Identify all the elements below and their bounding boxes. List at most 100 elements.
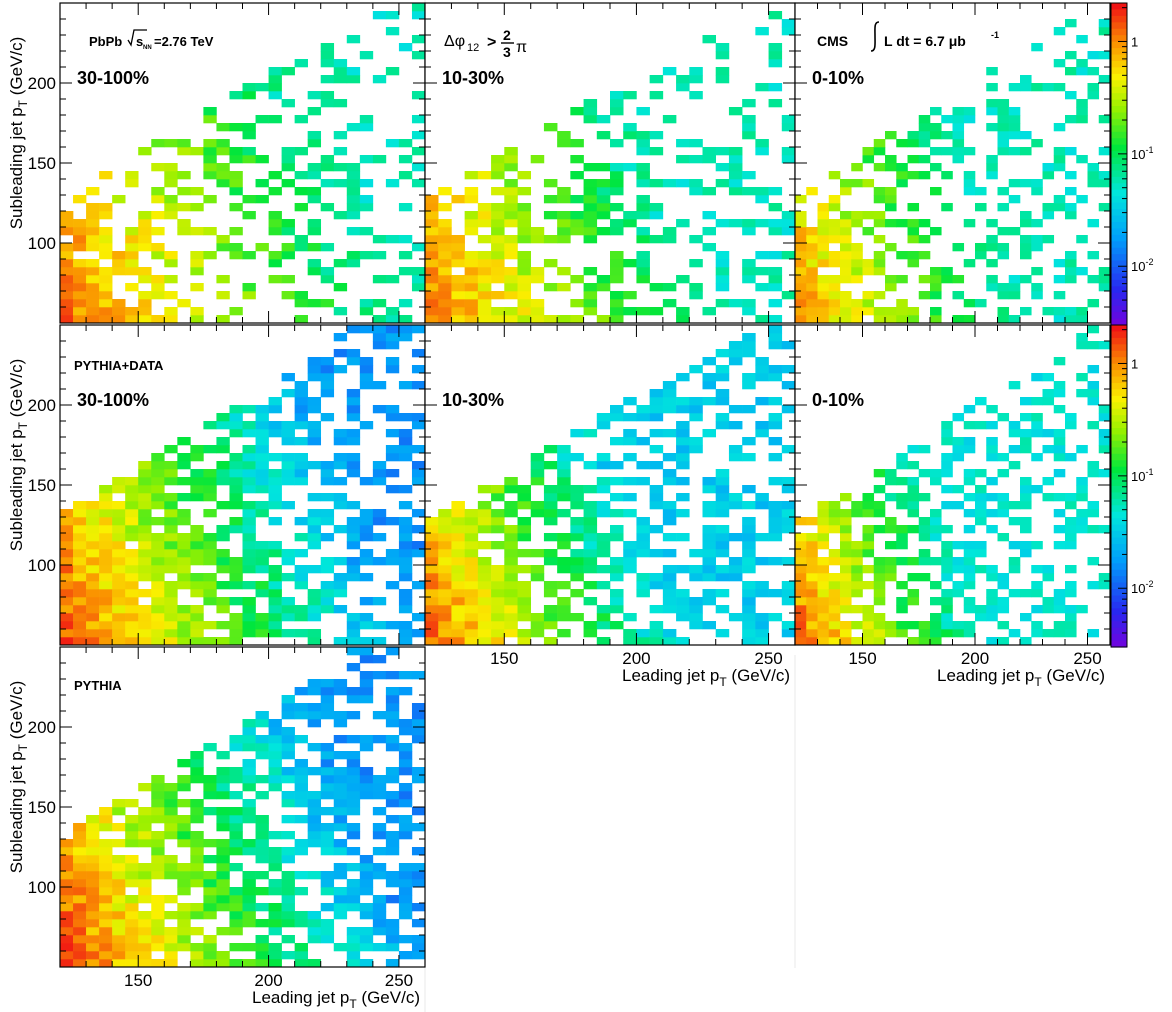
heatmap-cell — [742, 373, 756, 382]
heatmap-cell — [817, 259, 830, 268]
heatmap-cell — [543, 533, 558, 542]
heatmap-cell — [164, 461, 178, 470]
heatmap-cell — [164, 557, 178, 566]
colorbar-segment — [1111, 589, 1127, 597]
heatmap-cell — [255, 485, 269, 494]
heatmap-cell — [255, 541, 269, 550]
heatmap-cell — [1031, 235, 1043, 244]
heatmap-cell — [557, 131, 571, 140]
heatmap-cell — [781, 291, 796, 300]
heatmap-cell — [862, 533, 875, 542]
heatmap-cell — [851, 565, 863, 574]
heatmap-cell — [425, 219, 439, 228]
heatmap-cell — [177, 541, 191, 550]
heatmap-cell — [333, 75, 348, 84]
heatmap-cell — [491, 235, 505, 244]
heatmap-cell — [963, 605, 976, 614]
heatmap-cell — [451, 605, 465, 614]
heatmap-cell — [1053, 123, 1066, 132]
heatmap-cell — [242, 155, 256, 164]
heatmap-cell — [768, 589, 783, 598]
heatmap-cell — [164, 171, 178, 180]
heatmap-cell — [649, 573, 664, 582]
heatmap-cell — [828, 171, 841, 180]
heatmap-cell — [997, 107, 1010, 116]
heatmap-cell — [817, 299, 830, 308]
heatmap-cell — [229, 429, 243, 438]
heatmap-cell — [610, 267, 624, 276]
heatmap-cell — [742, 525, 756, 534]
heatmap-cell — [1020, 429, 1032, 438]
heatmap-cell — [268, 943, 282, 952]
heatmap-cell — [583, 219, 598, 228]
heatmap-cell — [438, 541, 452, 550]
lumi-label: L dt = 6.7 μb — [884, 33, 966, 49]
heatmap-cell — [997, 469, 1010, 478]
heatmap-cell — [997, 291, 1010, 300]
heatmap-cell — [346, 413, 361, 422]
heatmap-cell — [320, 509, 335, 518]
heatmap-cell — [1087, 67, 1100, 76]
heatmap-cell — [543, 509, 558, 518]
heatmap-cell — [817, 219, 830, 228]
heatmap-cell — [997, 243, 1010, 252]
heatmap-cell — [702, 155, 717, 164]
heatmap-cell — [873, 139, 886, 148]
heatmap-cell — [907, 251, 920, 260]
heatmap-cell — [99, 629, 113, 638]
heatmap-cell — [963, 421, 976, 430]
heatmap-cell — [242, 405, 256, 414]
heatmap-cell — [918, 445, 931, 454]
heatmap-cell — [907, 235, 920, 244]
heatmap-cell — [828, 203, 841, 212]
colorbar-segment — [1111, 595, 1127, 603]
heatmap-cell — [583, 283, 598, 292]
heatmap-cell — [398, 823, 413, 832]
heatmap-cell — [896, 493, 908, 502]
heatmap-cell — [504, 565, 518, 574]
heatmap-cell — [229, 243, 243, 252]
heatmap-cell — [543, 179, 558, 188]
colorbar-tick-label: 10-1 — [1131, 467, 1153, 484]
heatmap-cell — [543, 235, 558, 244]
energy-label: =2.76 TeV — [154, 34, 214, 49]
heatmap-cell — [873, 267, 886, 276]
heatmap-cell — [649, 621, 664, 630]
heatmap-cell — [112, 839, 126, 848]
heatmap-cell — [941, 525, 953, 534]
heatmap-cell — [190, 605, 204, 614]
heatmap-cell — [715, 75, 730, 84]
heatmap-cell — [1087, 365, 1100, 374]
heatmap-cell — [715, 573, 730, 582]
heatmap-cell — [817, 211, 830, 220]
heatmap-cell — [346, 251, 361, 260]
heatmap-cell — [60, 621, 74, 630]
heatmap-cell — [828, 613, 841, 622]
heatmap-cell — [610, 413, 624, 422]
heatmap-cell — [99, 493, 113, 502]
heatmap-cell — [941, 557, 953, 566]
heatmap-cell — [164, 935, 178, 944]
heatmap-cell — [907, 307, 920, 316]
heatmap-cell — [99, 243, 113, 252]
colorbar-segment — [1111, 86, 1127, 94]
axis-ticks — [795, 325, 1111, 645]
heatmap-cell — [491, 219, 505, 228]
heatmap-cell — [307, 703, 322, 712]
y-tick-label: 200 — [28, 718, 56, 737]
heatmap-cell — [99, 581, 113, 590]
heatmap-cell — [907, 621, 920, 630]
heatmap-cell — [398, 299, 413, 308]
heatmap-cell — [242, 613, 256, 622]
heatmap-cell — [425, 283, 439, 292]
heatmap-cell — [372, 597, 387, 606]
heatmap-cell — [636, 461, 650, 470]
heatmap-cell — [138, 291, 152, 300]
heatmap-cell — [570, 429, 584, 438]
heatmap-cell — [372, 299, 387, 308]
heatmap-cell — [997, 203, 1010, 212]
heatmap-cell — [346, 791, 361, 800]
heatmap-cell — [385, 275, 400, 284]
heatmap-cells — [795, 325, 1111, 646]
heatmap-cell — [596, 115, 611, 124]
